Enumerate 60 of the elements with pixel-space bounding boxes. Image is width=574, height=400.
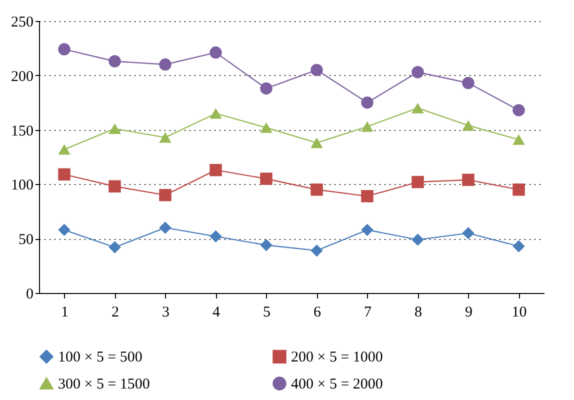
point [108, 241, 121, 254]
legend-label: 300 × 5 = 1500 [58, 376, 150, 392]
y-tick-label: 0 [26, 286, 34, 302]
point [58, 43, 70, 56]
point [462, 120, 474, 131]
point [310, 138, 323, 148]
point [361, 96, 374, 109]
point [462, 76, 474, 90]
point [512, 184, 525, 196]
point [361, 190, 374, 202]
legend-label: 400 × 5 = 2000 [291, 376, 383, 392]
x-tick-label: 6 [314, 304, 322, 320]
x-tick-label: 3 [162, 304, 170, 320]
point [412, 234, 424, 246]
point [108, 55, 121, 68]
point [108, 123, 121, 134]
y-tick-label: 200 [11, 68, 34, 85]
point [210, 164, 222, 176]
point [58, 224, 70, 236]
x-tick-label: 4 [212, 304, 220, 320]
x-tick-label: 8 [414, 304, 422, 320]
y-tick-label: 50 [18, 232, 34, 248]
point [260, 122, 272, 133]
point [260, 82, 272, 95]
point [310, 64, 323, 76]
point [512, 134, 525, 145]
point [210, 46, 222, 59]
point [462, 227, 474, 240]
point [310, 184, 323, 196]
point [412, 102, 424, 114]
x-tick-label: 1 [61, 304, 68, 320]
y-tick-label: 100 [11, 178, 34, 194]
x-tick-label: 10 [512, 304, 527, 320]
legend-label: 100 × 5 = 500 [58, 350, 142, 366]
point [58, 168, 70, 181]
point [310, 244, 323, 257]
point [260, 172, 272, 185]
point [412, 66, 424, 78]
y-tick-label: 150 [11, 123, 34, 140]
point [361, 224, 374, 236]
point [159, 58, 172, 71]
x-tick-label: 7 [364, 304, 372, 320]
point [462, 174, 474, 186]
point [108, 180, 121, 192]
point [159, 188, 172, 202]
legend-label: 200 × 5 = 1000 [291, 350, 383, 366]
x-tick-label: 5 [263, 304, 270, 320]
y-tick-label: 250 [11, 14, 34, 30]
point [210, 230, 222, 243]
point [58, 144, 70, 155]
point [260, 239, 272, 252]
point [512, 240, 525, 252]
point [512, 104, 525, 116]
x-tick-label: 9 [465, 304, 472, 320]
point [159, 222, 172, 234]
x-tick-label: 2 [112, 304, 119, 320]
point [210, 108, 222, 119]
point [159, 132, 172, 143]
point [412, 176, 424, 188]
point [361, 121, 374, 132]
